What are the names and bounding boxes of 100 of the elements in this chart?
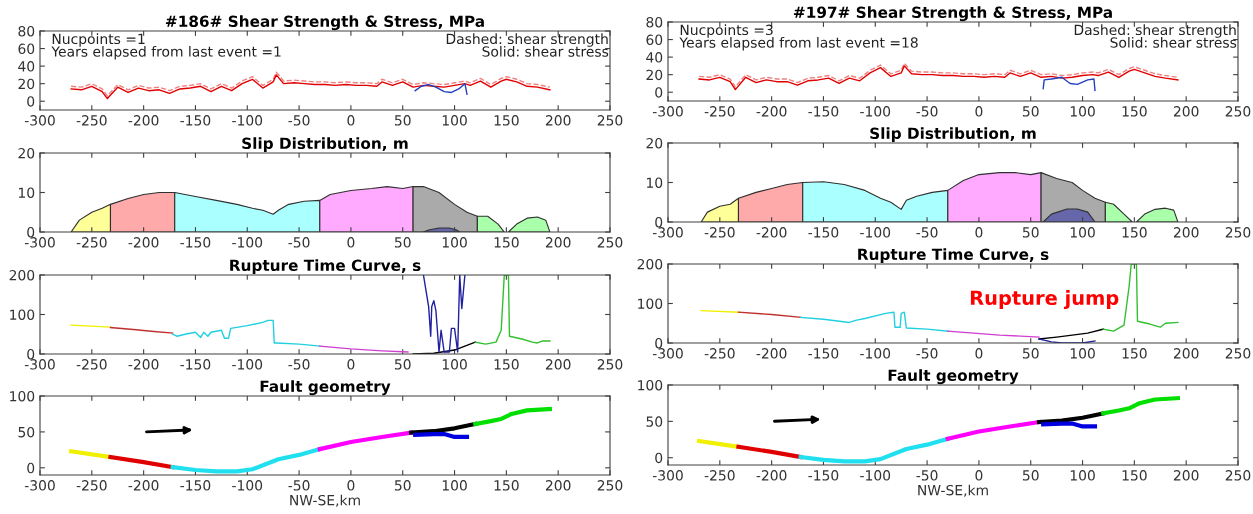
x-tick-label: 50 xyxy=(394,480,411,491)
x-tick-label: -150 xyxy=(180,115,211,126)
annotation: Years elapsed from last event =18 xyxy=(679,37,918,51)
y-tick-label: 0 xyxy=(27,96,35,107)
x-axis-title: NW-SE,km xyxy=(290,494,360,507)
x-tick-label: -100 xyxy=(860,106,891,117)
y-tick-label: 0 xyxy=(655,452,663,464)
x-tick-label: 200 xyxy=(1173,348,1199,359)
x-tick-label: -300 xyxy=(24,359,55,370)
x-tick-label: 150 xyxy=(1122,106,1147,117)
x-tick-label: -250 xyxy=(76,237,107,248)
annotation: Solid: shear stress xyxy=(1110,37,1237,48)
chart-title: Fault geometry xyxy=(888,369,1019,385)
x-tick-label: -250 xyxy=(76,115,107,126)
x-tick-label: -150 xyxy=(180,237,211,248)
y-tick-label: 50 xyxy=(646,416,663,427)
y-tick-label: 100 xyxy=(638,298,663,309)
x-tick-label: -300 xyxy=(652,106,683,117)
x-axis-title: NW-SE,km xyxy=(918,484,988,497)
y-tick-label: 80 xyxy=(18,25,35,37)
annotation: Rupture jump xyxy=(970,290,1119,310)
x-tick-label: 0 xyxy=(347,237,355,248)
x-tick-label: -50 xyxy=(288,115,310,126)
y-tick-label: 20 xyxy=(18,147,35,159)
x-tick-label: 150 xyxy=(1122,348,1147,359)
x-tick-label: -100 xyxy=(232,480,263,491)
x-tick-label: -150 xyxy=(808,470,839,481)
x-tick-label: 0 xyxy=(975,470,983,481)
x-tick-label: 50 xyxy=(394,237,411,248)
x-tick-label: 0 xyxy=(975,227,983,238)
x-tick-label: -250 xyxy=(704,470,735,481)
y-tick-label: 10 xyxy=(18,187,35,198)
x-tick-label: 250 xyxy=(1225,106,1251,117)
line-series xyxy=(1042,76,1096,92)
chart-title: #186# Shear Strength & Stress, MPa xyxy=(165,15,484,31)
line-series xyxy=(1038,328,1104,340)
x-tick-label: -50 xyxy=(916,470,938,481)
x-tick-label: -200 xyxy=(756,227,787,238)
x-tick-label: -300 xyxy=(652,348,683,359)
annotation: Solid: shear stress xyxy=(482,46,609,57)
annotation: Nucpoints =1 xyxy=(52,33,145,47)
x-tick-label: 150 xyxy=(494,359,519,370)
x-tick-label: 200 xyxy=(545,115,571,126)
x-tick-label: 250 xyxy=(1225,348,1251,359)
annotation: Nucpoints =3 xyxy=(680,24,773,38)
y-tick-label: 40 xyxy=(646,52,663,63)
x-tick-label: -50 xyxy=(288,237,310,248)
y-tick-label: 20 xyxy=(18,78,35,90)
x-tick-label: 0 xyxy=(347,480,355,491)
y-tick-label: 0 xyxy=(655,87,663,98)
y-tick-label: 80 xyxy=(646,16,663,28)
annotation: Dashed: shear strength xyxy=(446,33,608,47)
x-tick-label: -300 xyxy=(652,470,683,481)
x-tick-label: 150 xyxy=(494,237,519,248)
x-tick-label: -200 xyxy=(128,237,159,248)
x-tick-label: 100 xyxy=(1070,470,1095,481)
x-tick-label: -50 xyxy=(916,227,938,238)
x-tick-label: -100 xyxy=(860,348,891,359)
x-tick-label: 250 xyxy=(1225,227,1251,238)
x-tick-label: -200 xyxy=(128,480,159,491)
x-tick-label: -150 xyxy=(808,106,839,117)
y-tick-label: 20 xyxy=(646,137,663,149)
y-tick-label: 100 xyxy=(10,390,35,402)
x-tick-label: -200 xyxy=(756,106,787,117)
line-series xyxy=(414,82,468,95)
x-tick-label: 200 xyxy=(1173,106,1199,117)
x-tick-label: -250 xyxy=(76,359,107,370)
x-tick-label: -150 xyxy=(180,359,211,370)
x-tick-label: -200 xyxy=(128,115,159,126)
x-tick-label: 200 xyxy=(545,359,571,370)
x-tick-label: 250 xyxy=(597,359,623,370)
line-series xyxy=(798,436,950,464)
line-series xyxy=(474,275,551,345)
x-tick-label: 50 xyxy=(1022,470,1039,481)
chart-title: Slip Distribution, m xyxy=(242,137,408,153)
x-tick-label: -250 xyxy=(704,106,735,117)
x-tick-label: 0 xyxy=(975,348,983,359)
y-tick-label: 200 xyxy=(9,269,35,281)
x-tick-label: 200 xyxy=(545,237,571,248)
y-tick-label: 60 xyxy=(18,43,35,55)
x-tick-label: 50 xyxy=(1022,348,1039,359)
y-tick-label: 0 xyxy=(655,337,663,349)
x-tick-label: -50 xyxy=(916,348,938,359)
x-tick-label: 100 xyxy=(1070,106,1095,117)
x-tick-label: 100 xyxy=(442,480,467,491)
x-tick-label: -300 xyxy=(24,480,55,491)
x-tick-label: -100 xyxy=(860,470,891,481)
x-tick-label: 250 xyxy=(1225,470,1251,481)
x-tick-label: -250 xyxy=(704,227,735,238)
chart-title: #197# Shear Strength & Stress, MPa xyxy=(793,6,1112,22)
line-series xyxy=(422,275,466,353)
chart-title: Rupture Time Curve, s xyxy=(230,259,421,275)
chart-title: Slip Distribution, m xyxy=(870,127,1036,143)
x-tick-label: 250 xyxy=(597,237,623,248)
x-tick-label: -100 xyxy=(232,237,263,248)
x-tick-label: 150 xyxy=(494,480,519,491)
y-tick-label: 0 xyxy=(655,216,663,228)
x-tick-label: -300 xyxy=(652,227,683,238)
y-tick-label: 200 xyxy=(637,258,663,270)
x-tick-label: 250 xyxy=(597,480,623,491)
